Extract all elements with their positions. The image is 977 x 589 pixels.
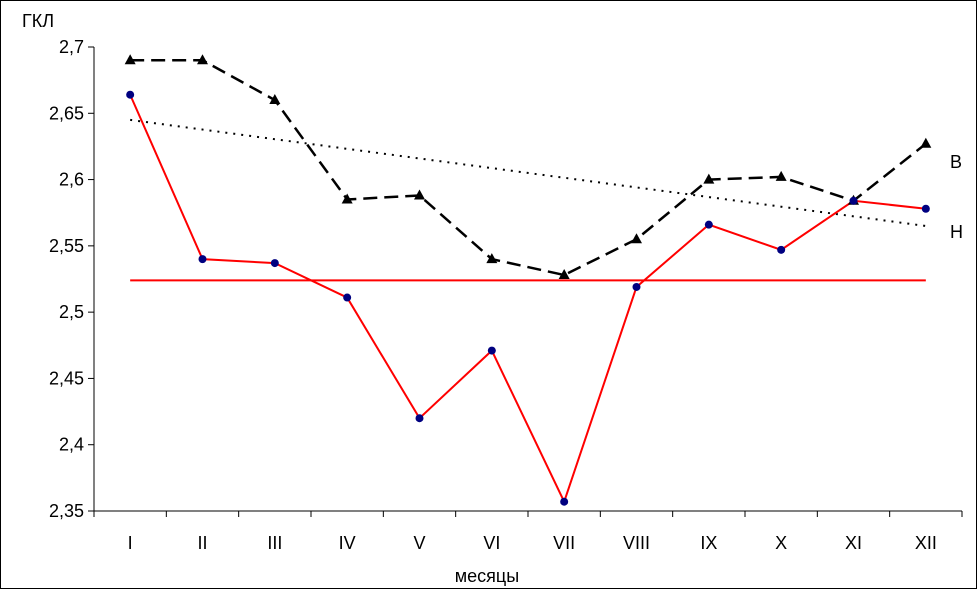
y-tick-label: 2,6 (59, 170, 84, 190)
x-tick-label: IV (339, 533, 356, 553)
x-tick-label: V (413, 533, 425, 553)
y-tick-label: 2,35 (49, 501, 84, 521)
circle-marker (560, 497, 569, 506)
x-tick-label: XI (845, 533, 862, 553)
chart-labels: ГКЛ месяцы В Н (22, 11, 963, 586)
circle-marker (777, 245, 786, 254)
series-label-v: В (950, 152, 962, 172)
triangle-marker (197, 54, 208, 65)
series-line-v (130, 59, 927, 277)
x-tick-label: XII (915, 533, 937, 553)
y-tick-label: 2,7 (59, 37, 84, 57)
y-tick-label: 2,4 (59, 435, 84, 455)
circle-marker (343, 293, 352, 302)
triangle-marker (775, 170, 787, 181)
x-tick-label: VIII (623, 533, 650, 553)
y-axis-label: ГКЛ (22, 11, 54, 31)
series-markers (124, 54, 932, 506)
triangle-marker (414, 189, 425, 200)
axes: 2,352,42,452,52,552,62,652,7I II III IV V VI V… (49, 37, 963, 553)
x-tick-label: IX (700, 533, 717, 553)
series-line-red (129, 94, 926, 505)
series-label-n: Н (950, 222, 963, 242)
x-tick-label: I (128, 533, 133, 553)
x-tick-label: VII (553, 533, 575, 553)
circle-marker (921, 204, 930, 213)
x-tick-label: II (197, 533, 207, 553)
circle-marker (415, 414, 424, 423)
x-tick-label: VI (483, 533, 500, 553)
y-tick-label: 2,55 (49, 236, 84, 256)
y-tick-label: 2,45 (49, 368, 84, 388)
triangle-marker (269, 94, 281, 105)
triangle-marker (558, 269, 570, 280)
circle-marker (704, 220, 713, 229)
circle-marker (126, 90, 135, 99)
circle-marker (487, 346, 496, 355)
x-tick-label: III (267, 533, 282, 553)
y-tick-label: 2,65 (49, 103, 84, 123)
triangle-marker (920, 137, 932, 148)
triangle-marker (631, 233, 642, 244)
circle-marker (632, 282, 641, 291)
x-tick-label: X (775, 533, 787, 553)
triangle-marker (486, 253, 498, 264)
circle-marker (270, 259, 279, 268)
trend-line-n (130, 118, 926, 227)
y-tick-label: 2,5 (59, 302, 84, 322)
series-lines (129, 59, 927, 505)
circle-marker (849, 196, 858, 205)
x-axis-label: месяцы (455, 566, 519, 586)
triangle-marker (124, 54, 136, 65)
triangle-marker (703, 173, 715, 184)
triangle-marker (341, 193, 353, 204)
circle-marker (198, 255, 207, 264)
